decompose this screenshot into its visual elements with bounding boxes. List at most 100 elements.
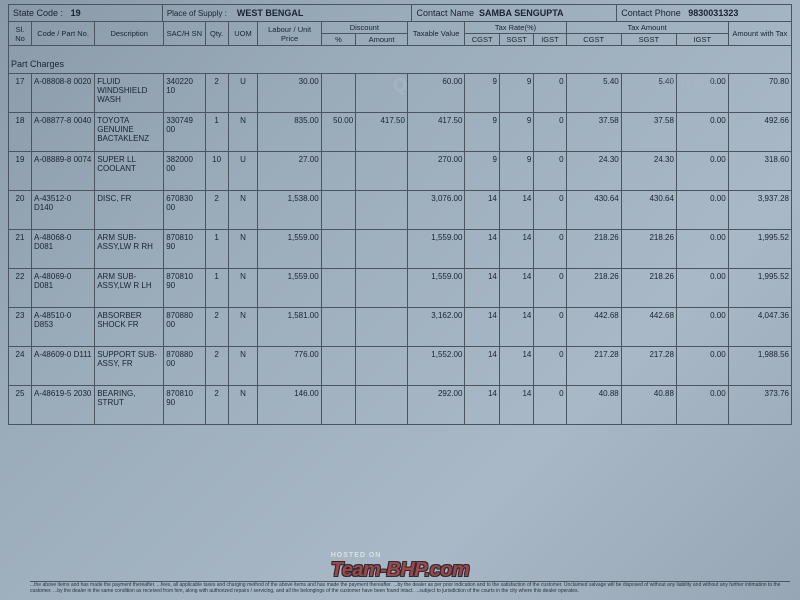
cell-code: A-48069-0 D081	[31, 269, 94, 308]
cell-rc: 14	[465, 230, 499, 269]
cell-desc: SUPPORT SUB-ASSY, FR	[95, 347, 164, 386]
section-row: Part Charges	[9, 46, 792, 74]
cell-rs: 9	[499, 152, 533, 191]
cell-qty: 1	[205, 230, 228, 269]
cell-ri: 0	[534, 74, 566, 113]
cell-price: 146.00	[258, 386, 321, 425]
header-row: State Code : 19 Place of Supply : WEST B…	[8, 4, 792, 21]
cell-damt	[356, 386, 408, 425]
col-uom: UOM	[228, 22, 258, 46]
cell-dpct	[321, 347, 355, 386]
cell-as: 442.68	[621, 308, 676, 347]
cell-ai: 0.00	[676, 152, 728, 191]
cell-ac: 5.40	[566, 74, 621, 113]
cell-dpct	[321, 74, 355, 113]
table-head: Sl. No Code / Part No. Description SAC/H…	[9, 22, 792, 46]
cell-ri: 0	[534, 113, 566, 152]
contact-value: SAMBA SENGUPTA	[479, 8, 564, 18]
cell-rc: 14	[465, 347, 499, 386]
cell-rs: 9	[499, 113, 533, 152]
cell-rc: 14	[465, 308, 499, 347]
cell-tax: 1,559.00	[407, 230, 464, 269]
cell-rs: 9	[499, 74, 533, 113]
cell-uom: N	[228, 113, 258, 152]
cell-code: A-43512-0 D140	[31, 191, 94, 230]
cell-damt	[356, 152, 408, 191]
cell-ai: 0.00	[676, 113, 728, 152]
cell-desc: TOYOTA GENUINE BACTAKLENZ	[95, 113, 164, 152]
phone-cell: Contact Phone 9830031323	[617, 5, 792, 21]
cell-ri: 0	[534, 230, 566, 269]
cell-code: A-48619-5 2030	[31, 386, 94, 425]
cell-ai: 0.00	[676, 386, 728, 425]
cell-desc: ARM SUB-ASSY,LW R LH	[95, 269, 164, 308]
cell-damt	[356, 191, 408, 230]
cell-tot: 318.60	[728, 152, 791, 191]
cell-tot: 70.80	[728, 74, 791, 113]
cell-tax: 270.00	[407, 152, 464, 191]
cell-uom: N	[228, 308, 258, 347]
cell-qty: 2	[205, 308, 228, 347]
col-qty: Qty.	[205, 22, 228, 46]
cell-sac: 870810 90	[164, 230, 205, 269]
cell-tax: 1,552.00	[407, 347, 464, 386]
table-body: Part Charges 17A-08808-8 0020FLUID WINDS…	[9, 46, 792, 425]
cell-uom: N	[228, 191, 258, 230]
cell-price: 1,538.00	[258, 191, 321, 230]
cell-rs: 14	[499, 191, 533, 230]
cell-rc: 9	[465, 113, 499, 152]
cell-as: 24.30	[621, 152, 676, 191]
footer-terms: ...the above items and has made the paym…	[30, 581, 790, 594]
cell-dpct	[321, 191, 355, 230]
table-row: 24A-48609-0 D111SUPPORT SUB-ASSY, FR8708…	[9, 347, 792, 386]
cell-qty: 1	[205, 113, 228, 152]
watermark-host: HOSTED ON	[331, 552, 470, 559]
cell-as: 37.58	[621, 113, 676, 152]
phone-label: Contact Phone	[621, 8, 681, 18]
cell-sl: 19	[9, 152, 32, 191]
cell-code: A-48609-0 D111	[31, 347, 94, 386]
cell-price: 776.00	[258, 347, 321, 386]
cell-sac: 670830 00	[164, 191, 205, 230]
cell-sl: 23	[9, 308, 32, 347]
watermark-text: Team-BHP.com	[331, 559, 470, 581]
cell-uom: N	[228, 230, 258, 269]
cell-sl: 18	[9, 113, 32, 152]
cell-tax: 60.00	[407, 74, 464, 113]
cell-as: 218.26	[621, 269, 676, 308]
col-rate-sgst: SGST	[499, 34, 533, 46]
cell-rs: 14	[499, 230, 533, 269]
cell-uom: N	[228, 269, 258, 308]
cell-dpct	[321, 308, 355, 347]
cell-sl: 21	[9, 230, 32, 269]
cell-ri: 0	[534, 191, 566, 230]
cell-code: A-48068-0 D081	[31, 230, 94, 269]
col-sl: Sl. No	[9, 22, 32, 46]
cell-rs: 14	[499, 269, 533, 308]
cell-price: 30.00	[258, 74, 321, 113]
cell-rc: 9	[465, 152, 499, 191]
cell-uom: U	[228, 152, 258, 191]
cell-dpct	[321, 386, 355, 425]
cell-sl: 24	[9, 347, 32, 386]
table-row: 25A-48619-5 2030BEARING, STRUT870810 902…	[9, 386, 792, 425]
cell-ac: 37.58	[566, 113, 621, 152]
cell-sl: 22	[9, 269, 32, 308]
cell-code: A-08877-8 0040	[31, 113, 94, 152]
cell-price: 27.00	[258, 152, 321, 191]
cell-tax: 1,559.00	[407, 269, 464, 308]
cell-qty: 2	[205, 74, 228, 113]
cell-as: 217.28	[621, 347, 676, 386]
cell-damt	[356, 269, 408, 308]
cell-qty: 1	[205, 269, 228, 308]
cell-uom: U	[228, 74, 258, 113]
cell-ac: 218.26	[566, 230, 621, 269]
cell-ri: 0	[534, 308, 566, 347]
watermark-right: TRUST	[653, 75, 720, 91]
table-row: 21A-48068-0 D081ARM SUB-ASSY,LW R RH8708…	[9, 230, 792, 269]
cell-sac: 870880 00	[164, 347, 205, 386]
cell-ri: 0	[534, 347, 566, 386]
cell-tax: 3,162.00	[407, 308, 464, 347]
cell-dpct	[321, 152, 355, 191]
col-disc-amt: Amount	[356, 34, 408, 46]
